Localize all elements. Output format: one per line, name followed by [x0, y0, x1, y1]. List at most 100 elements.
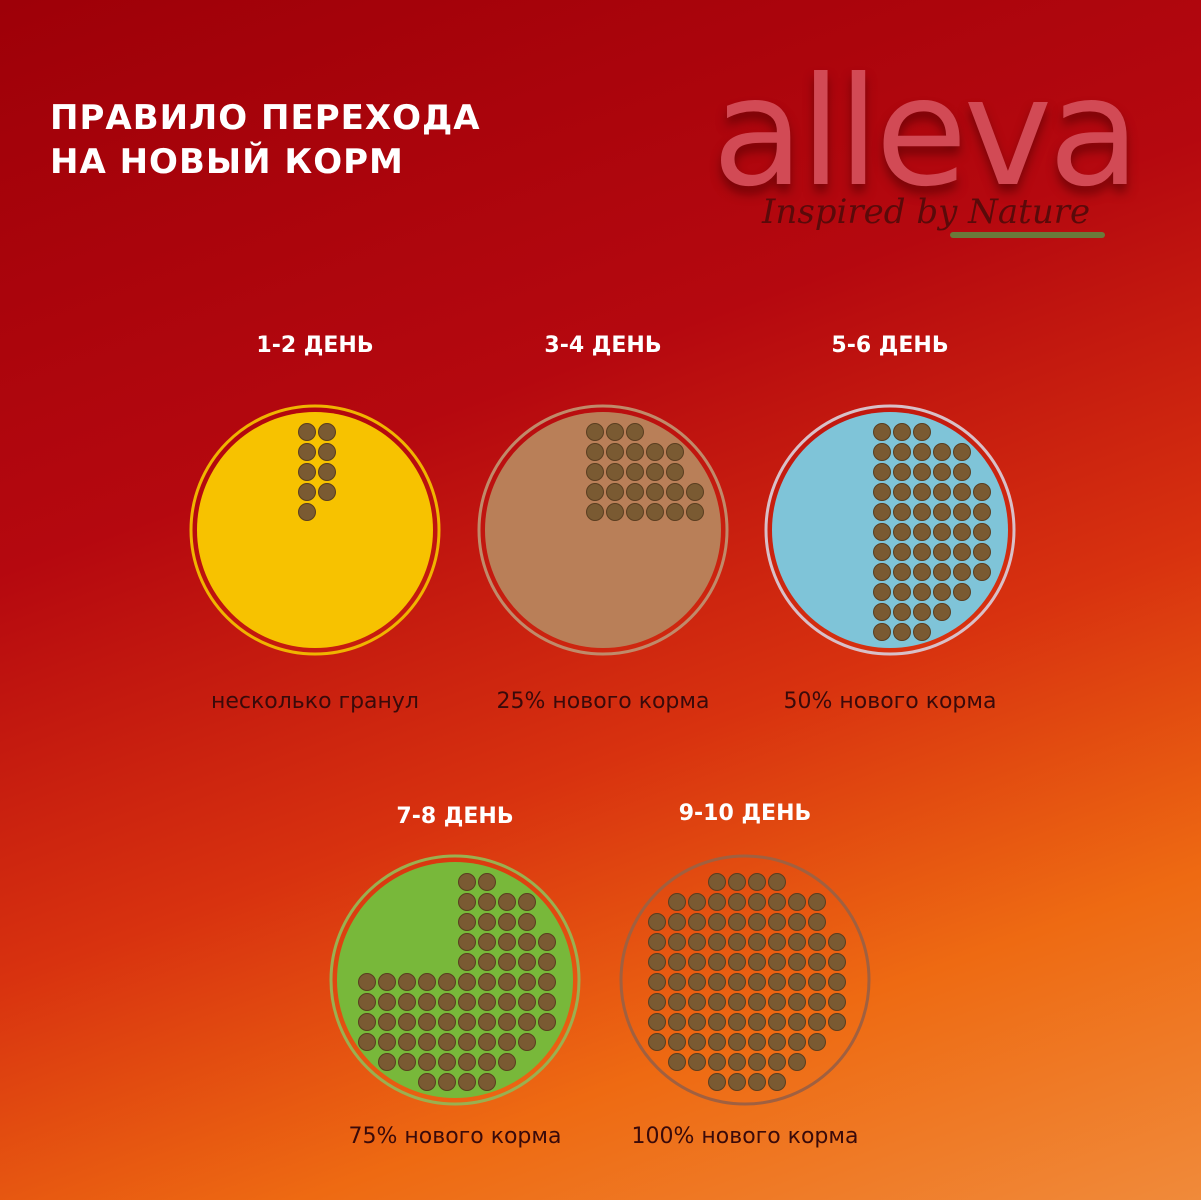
kibble [748, 1073, 766, 1091]
kibble [788, 1053, 806, 1071]
kibble [688, 993, 706, 1011]
kibble [668, 933, 686, 951]
kibble [708, 1013, 726, 1031]
kibble [666, 443, 684, 461]
kibble [828, 993, 846, 1011]
kibble [418, 1033, 436, 1051]
kibble [953, 563, 971, 581]
kibble [913, 423, 931, 441]
step: 3-4 ДЕНЬ 25% нового корма [477, 333, 729, 714]
kibble [748, 933, 766, 951]
kibble [708, 933, 726, 951]
kibble [626, 503, 644, 521]
kibble [626, 463, 644, 481]
kibble [458, 933, 476, 951]
kibble [398, 1033, 416, 1051]
kibble [768, 873, 786, 891]
kibble [708, 1073, 726, 1091]
kibble [728, 993, 746, 1011]
kibble [458, 893, 476, 911]
kibble [478, 1013, 496, 1031]
kibble [606, 503, 624, 521]
kibble [298, 483, 316, 501]
kibble [788, 893, 806, 911]
kibble [808, 933, 826, 951]
kibble [688, 933, 706, 951]
kibble [768, 1033, 786, 1051]
kibble [318, 483, 336, 501]
kibble [688, 973, 706, 991]
kibble [478, 873, 496, 891]
plate-ring [329, 854, 581, 1106]
kibble [418, 1073, 436, 1091]
day-label: 1-2 ДЕНЬ [256, 333, 373, 358]
kibble [768, 1073, 786, 1091]
kibble [518, 1033, 536, 1051]
kibble [438, 1013, 456, 1031]
kibble [788, 973, 806, 991]
kibble [606, 483, 624, 501]
kibble [498, 1013, 516, 1031]
kibble [728, 1053, 746, 1071]
kibble [788, 1033, 806, 1051]
kibble [913, 543, 931, 561]
kibble [398, 1053, 416, 1071]
kibble [873, 483, 891, 501]
kibble [358, 973, 376, 991]
kibble [418, 973, 436, 991]
kibble [728, 1073, 746, 1091]
plate-ring [619, 854, 871, 1106]
kibble [668, 893, 686, 911]
plate-ring [189, 404, 441, 656]
kibble [953, 483, 971, 501]
kibble [893, 503, 911, 521]
kibble [748, 973, 766, 991]
kibble [668, 953, 686, 971]
kibble [748, 913, 766, 931]
kibble [728, 913, 746, 931]
kibble [708, 913, 726, 931]
kibble [828, 953, 846, 971]
kibble [586, 463, 604, 481]
kibble [913, 483, 931, 501]
kibble [768, 893, 786, 911]
kibble [378, 1013, 396, 1031]
kibble [646, 463, 664, 481]
kibble [768, 913, 786, 931]
kibble [728, 953, 746, 971]
kibble [518, 913, 536, 931]
kibble [728, 873, 746, 891]
kibble [688, 1033, 706, 1051]
kibble [498, 1053, 516, 1071]
kibble [458, 973, 476, 991]
kibble [586, 483, 604, 501]
kibble [498, 893, 516, 911]
kibble [438, 1033, 456, 1051]
kibble [748, 953, 766, 971]
kibble [648, 933, 666, 951]
kibble [953, 463, 971, 481]
kibble [478, 953, 496, 971]
kibble [458, 993, 476, 1011]
caption: 100% нового корма [632, 1124, 859, 1149]
kibble [913, 583, 931, 601]
kibble [933, 523, 951, 541]
kibble [478, 993, 496, 1011]
kibble [378, 1053, 396, 1071]
kibble [498, 933, 516, 951]
plate-ring [764, 404, 1016, 656]
kibble [788, 913, 806, 931]
kibble [728, 973, 746, 991]
kibble [808, 953, 826, 971]
kibble [606, 463, 624, 481]
step: 9-10 ДЕНЬ 100% нового корма [619, 801, 871, 1149]
kibble [688, 1053, 706, 1071]
logo: alleva [712, 46, 1140, 220]
kibble [748, 1013, 766, 1031]
kibble [788, 993, 806, 1011]
day-label: 9-10 ДЕНЬ [679, 801, 812, 826]
kibble [498, 953, 516, 971]
kibble [666, 463, 684, 481]
kibble [893, 423, 911, 441]
kibble [626, 423, 644, 441]
